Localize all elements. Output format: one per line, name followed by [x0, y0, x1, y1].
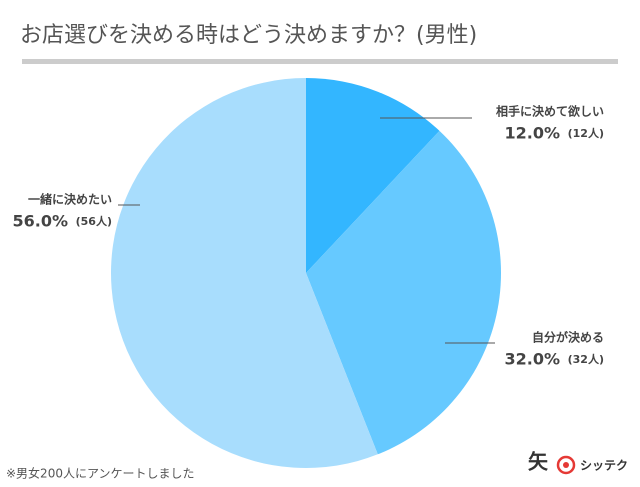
logo-icon: 矢	[528, 450, 576, 475]
slice-label: 一緒に決めたい	[28, 192, 112, 207]
value-label: 32.0%	[504, 350, 560, 369]
count-label: (32人)	[568, 352, 604, 366]
count-label: (12人)	[568, 126, 604, 140]
pie-slice	[111, 78, 378, 468]
footnote: ※男女200人にアンケートしました	[6, 466, 194, 481]
chart-title: お店選びを決める時はどう決めますか？(男性)	[20, 23, 477, 48]
logo: シッテク	[580, 459, 628, 473]
slice-label: 相手に決めて欲しい	[496, 104, 604, 119]
value-label: 56.0%	[12, 212, 68, 231]
pie-slice	[306, 130, 501, 455]
slice-label: 自分が決める	[532, 330, 604, 345]
value-label: 12.0%	[504, 124, 560, 143]
pie-slice	[306, 78, 440, 273]
svg-text:矢: 矢	[528, 450, 549, 474]
count-label: (56人)	[76, 214, 112, 228]
title-rule	[22, 59, 618, 64]
